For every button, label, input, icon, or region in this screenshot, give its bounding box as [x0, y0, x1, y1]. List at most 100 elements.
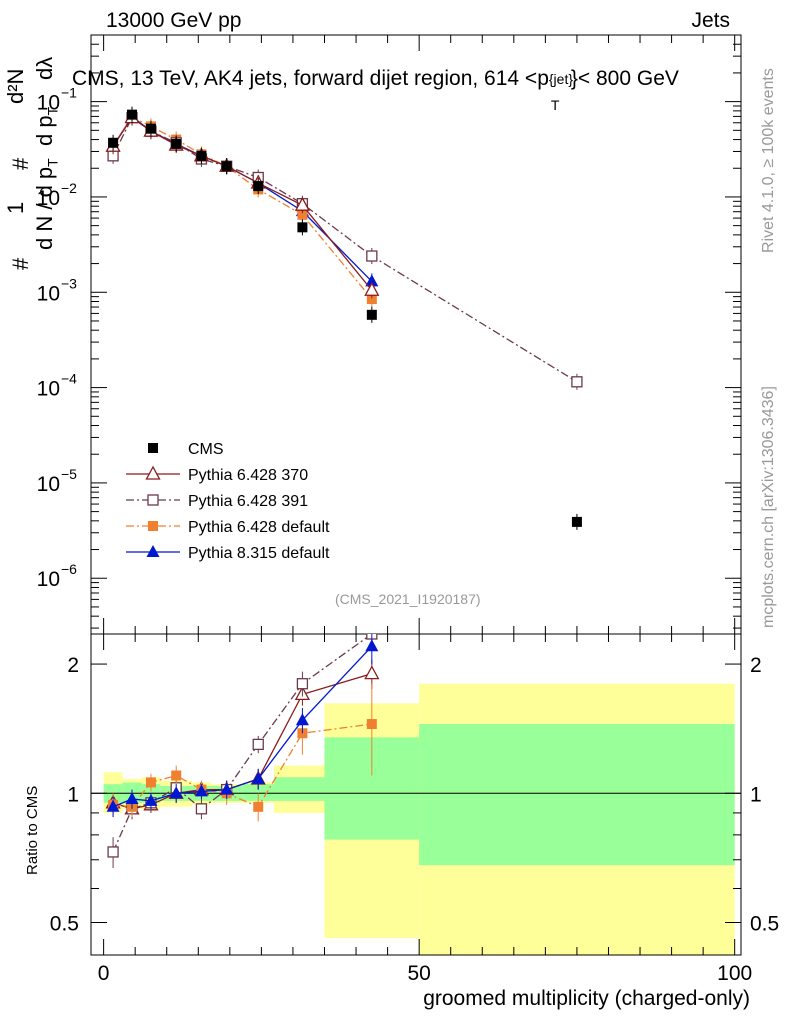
main-point-p391 — [366, 250, 378, 262]
chart-title-main: CMS, 13 TeV, AK4 jets, forward dijet reg… — [72, 67, 549, 90]
legend-marker-p391 — [147, 494, 159, 506]
x-axis-label: groomed multiplicity (charged-only) — [423, 987, 750, 1010]
main-point-p370 — [364, 281, 380, 296]
legend-label-p6def: Pythia 6.428 default — [188, 519, 330, 536]
legend-label-p370: Pythia 6.428 370 — [188, 467, 308, 484]
legend-marker-cms — [148, 443, 158, 453]
ratio-point-p8 — [125, 791, 139, 804]
ratio-y-axis: 0.5 0.5 1 1 2 2 — [50, 654, 779, 935]
band-inner-9 — [419, 724, 735, 866]
main-point-cms — [196, 150, 207, 161]
main-point-cms — [253, 181, 264, 192]
ratio-point-p8 — [251, 771, 265, 784]
ratio-point-p8 — [144, 793, 158, 806]
main-point-cms — [297, 222, 308, 233]
main-line-p8 — [112, 115, 373, 282]
ratio-xtick-label: 100 — [717, 962, 752, 985]
main-ytick-label-base: 10 — [37, 92, 60, 115]
chart-title-sub: T — [550, 97, 560, 113]
ratio-ytick-label-left: 1 — [67, 783, 79, 806]
main-ytick-label-exp: −6 — [61, 561, 77, 577]
legend-marker-p8 — [146, 545, 160, 557]
ratio-line-p391 — [112, 634, 373, 853]
ylabel-dN-dpT: d N / d pT — [32, 158, 60, 250]
main-ytick-label-base: 10 — [37, 187, 60, 210]
band-inner-7 — [274, 777, 325, 801]
main-ytick-label-exp: −2 — [61, 180, 77, 196]
ratio-point-p8 — [365, 639, 379, 652]
ylabel-one: 1 — [3, 201, 28, 214]
mcplots-label: mcplots.cern.ch [arXiv:1306.3436] — [760, 386, 777, 628]
ratio-ytick-label-right: 2 — [750, 654, 762, 677]
main-y-axis: 10−610−510−410−310−210−1 — [37, 34, 741, 629]
ratio-point-p391 — [195, 803, 208, 815]
ratio-point-p391 — [252, 738, 264, 751]
main-point-p8 — [365, 274, 379, 287]
ratio-series — [105, 555, 437, 868]
legend-label-p391: Pythia 6.428 391 — [188, 493, 308, 510]
ylabel-dpT: d pT — [32, 107, 60, 146]
ratio-point-p391 — [296, 678, 309, 690]
ratio-xtick-label: 0 — [98, 962, 110, 985]
ratio-ytick-label-right: 1 — [750, 783, 762, 806]
ylabel-d2N: d²N — [3, 68, 28, 104]
rivet-label: Rivet 4.1.0, ≥ 100k events — [760, 68, 777, 253]
chart-title-end: }< 800 GeV — [570, 67, 679, 90]
ratio-y-axis-label: Ratio to CMS — [24, 785, 41, 875]
ratio-point-p370 — [364, 665, 380, 680]
band-inner-6 — [242, 784, 275, 801]
ylabel-dN: d N / d p — [32, 166, 57, 250]
main-ytick-label-exp: −3 — [61, 275, 77, 291]
main-series-cms — [108, 106, 582, 530]
main-ytick-label-base: 10 — [37, 282, 60, 305]
main-line-p370 — [112, 116, 373, 291]
main-point-cms — [571, 516, 582, 527]
ylabel-dp-sub: T — [44, 106, 61, 116]
x-axis: 0 50 100 — [98, 35, 752, 985]
main-point-cms — [366, 309, 377, 320]
ratio-point-p6def — [145, 777, 156, 788]
main-point-cms — [108, 137, 119, 148]
chart-title-sup: {jet} — [548, 71, 574, 87]
ratio-point-p391 — [427, 555, 437, 565]
ratio-series-p8 — [106, 634, 379, 818]
main-ytick-label-base: 10 — [37, 378, 60, 401]
ratio-ytick-label-left: 2 — [67, 654, 79, 677]
legend-marker-p370 — [145, 465, 161, 480]
main-point-cms — [127, 109, 138, 120]
ratio-point-p8 — [169, 786, 183, 799]
header-right: Jets — [691, 9, 730, 32]
ylabel-dlambda: dλ — [32, 56, 57, 80]
ratio-ytick-label-right: 0.5 — [750, 912, 779, 935]
main-line-p6def — [112, 116, 373, 300]
main-point-cms — [221, 161, 232, 172]
ratio-point-p8 — [194, 784, 208, 797]
legend-label-p8: Pythia 8.315 default — [188, 545, 330, 562]
legend-marker-p6def — [148, 521, 158, 531]
ratio-point-p8 — [220, 782, 234, 795]
main-ytick-label-base: 10 — [37, 568, 60, 591]
main-point-p6def — [366, 293, 377, 304]
main-line-p391 — [112, 116, 578, 383]
main-y-axis-label: # 1 d N / d pT # d²N d pT dλ — [0, 0, 70, 280]
ratio-point-p6def — [171, 770, 182, 781]
main-ytick-label-exp: −5 — [61, 466, 77, 482]
main-ytick-label-exp: −1 — [61, 85, 77, 101]
ratio-xtick-label: 50 — [407, 962, 430, 985]
main-point-p6def — [297, 209, 308, 220]
header-left: 13000 GeV pp — [106, 9, 242, 32]
ratio-ytick-label-left: 0.5 — [50, 912, 79, 935]
ratio-bands — [103, 683, 735, 955]
ratio-point-p8 — [106, 799, 120, 812]
main-point-p391 — [571, 376, 583, 388]
ratio-point-p8 — [295, 713, 309, 726]
ratio-frame — [90, 633, 742, 956]
ylabel-hash-2: # — [8, 157, 33, 170]
main-series-p6def — [108, 108, 377, 307]
main-series-p391 — [107, 109, 583, 390]
chart-title: CMS, 13 TeV, AK4 jets, forward dijet reg… — [72, 67, 679, 113]
legend-label-cms: CMS — [188, 441, 224, 458]
ratio-point-p6def — [366, 719, 377, 730]
main-series-p370 — [105, 109, 380, 299]
